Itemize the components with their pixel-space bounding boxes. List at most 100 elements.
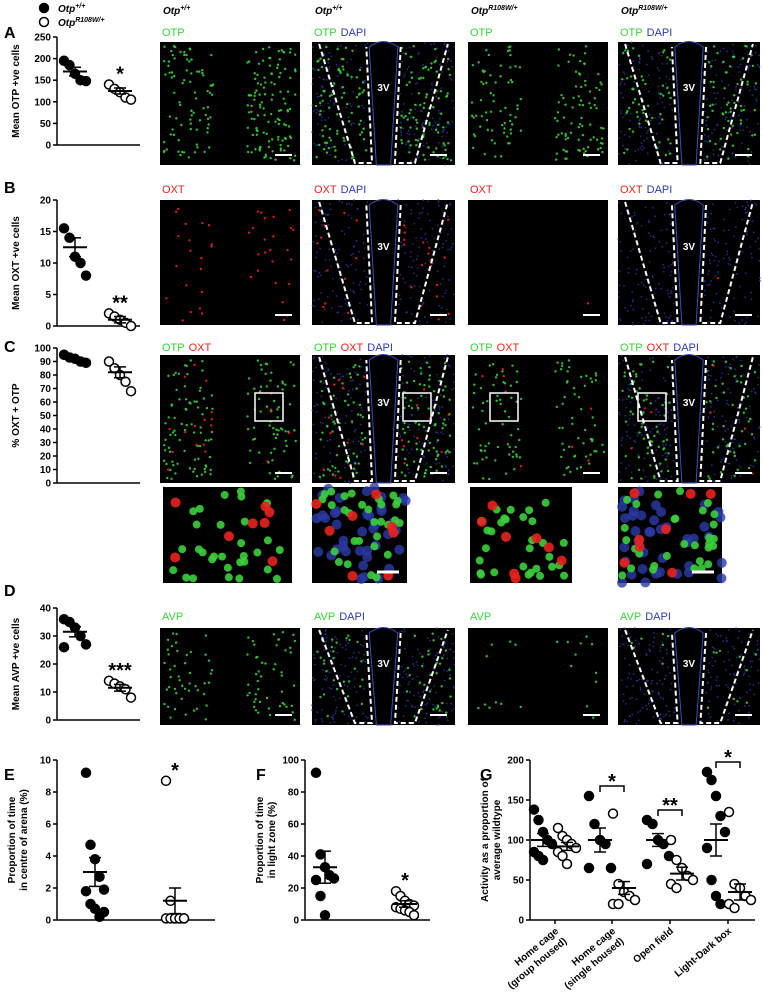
cell-dot	[712, 364, 715, 367]
cell-dot	[622, 536, 631, 545]
cell-dot	[499, 702, 503, 706]
dapi-dot	[449, 203, 452, 205]
cell-dot	[566, 370, 569, 373]
dapi-dot	[340, 320, 343, 322]
dapi-dot	[364, 391, 367, 393]
cell-dot	[403, 431, 406, 435]
cell-dot	[422, 67, 425, 70]
dapi-dot	[451, 242, 454, 245]
dapi-dot	[425, 396, 428, 399]
dapi-dot	[739, 697, 742, 699]
dapi-dot	[667, 666, 670, 669]
dapi-dot	[452, 373, 455, 376]
cell-dot	[499, 155, 503, 158]
dapi-dot	[647, 50, 650, 53]
dapi-dot	[633, 424, 636, 426]
nucleus-outline	[624, 43, 754, 164]
dapi-dot	[351, 253, 354, 255]
micrograph-texture: 3V	[617, 41, 761, 166]
dapi-dot	[450, 228, 453, 230]
cell-dot	[174, 472, 177, 475]
cell-dot	[317, 68, 320, 72]
dapi-dot	[353, 430, 356, 433]
dapi-dot	[401, 354, 404, 356]
y-axis-label: Mean OXT +ve cells	[11, 216, 22, 310]
dapi-dot	[707, 356, 710, 359]
cell-dot	[428, 385, 431, 388]
y-tick-label: 40	[40, 604, 52, 615]
cell-dot	[487, 442, 491, 445]
dapi-dot	[418, 285, 421, 288]
dapi-dot	[413, 285, 416, 287]
dapi-dot	[344, 665, 347, 667]
dapi-dot	[619, 513, 630, 524]
dapi-dot	[659, 713, 662, 716]
cell-dot	[399, 126, 403, 129]
cell-dot	[646, 452, 649, 455]
dapi-dot	[727, 718, 729, 721]
cell-dot	[292, 684, 296, 687]
cell-dot	[489, 91, 493, 95]
channel-word: OXT	[470, 184, 493, 196]
cell-dot	[407, 404, 411, 408]
cell-dot	[190, 58, 193, 61]
cell-dot	[754, 82, 758, 85]
dapi-dot	[645, 654, 648, 657]
cell-dot	[204, 439, 207, 442]
dapi-dot	[358, 560, 369, 571]
dapi-dot	[318, 95, 321, 98]
cell-dot	[442, 142, 445, 145]
cell-dot	[574, 653, 577, 656]
dapi-dot	[658, 69, 661, 72]
cell-dot	[254, 50, 258, 54]
cell-dot	[500, 531, 511, 542]
cell-dot	[666, 86, 669, 90]
cell-dot	[327, 501, 336, 510]
dapi-dot	[365, 275, 368, 278]
cell-dot	[586, 302, 590, 305]
cell-dot	[573, 393, 576, 396]
dapi-dot	[329, 721, 332, 724]
nucleus-outline	[318, 629, 449, 724]
cell-dot	[184, 713, 187, 716]
dapi-dot	[756, 450, 759, 453]
cell-dot	[321, 389, 324, 393]
cell-dot	[400, 139, 403, 142]
dapi-dot	[715, 684, 718, 687]
cell-dot	[669, 58, 672, 61]
dapi-dot	[638, 68, 641, 71]
cell-dot	[311, 498, 322, 509]
cell-dot	[449, 159, 453, 162]
cell-dot	[259, 363, 263, 367]
dapi-dot	[670, 292, 672, 294]
dapi-dot	[313, 679, 316, 682]
dapi-dot	[716, 557, 727, 568]
dapi-dot	[628, 163, 630, 166]
cell-dot	[690, 541, 699, 550]
dapi-dot	[756, 643, 759, 646]
cell-dot	[258, 700, 262, 704]
cell-dot	[422, 106, 426, 110]
cell-dot	[427, 252, 430, 255]
dapi-dot	[724, 365, 727, 368]
cell-dot	[347, 403, 350, 407]
cell-dot	[185, 58, 189, 61]
cell-dot	[188, 671, 192, 675]
cell-dot	[362, 89, 366, 92]
cell-dot	[637, 456, 641, 459]
channel-word: DAPI	[339, 611, 365, 623]
channel-label: OTP	[162, 27, 185, 39]
cell-dot	[732, 697, 736, 701]
cell-dot	[562, 116, 566, 119]
dapi-dot	[658, 423, 660, 426]
data-point	[408, 909, 420, 921]
cell-dot	[322, 468, 326, 472]
cell-dot	[344, 46, 348, 50]
dapi-dot	[658, 397, 660, 400]
cell-dot	[177, 207, 180, 211]
cell-dot	[590, 437, 593, 441]
dapi-dot	[443, 43, 446, 46]
cell-dot	[422, 388, 426, 391]
cell-dot	[485, 81, 488, 85]
dapi-dot	[335, 706, 338, 709]
